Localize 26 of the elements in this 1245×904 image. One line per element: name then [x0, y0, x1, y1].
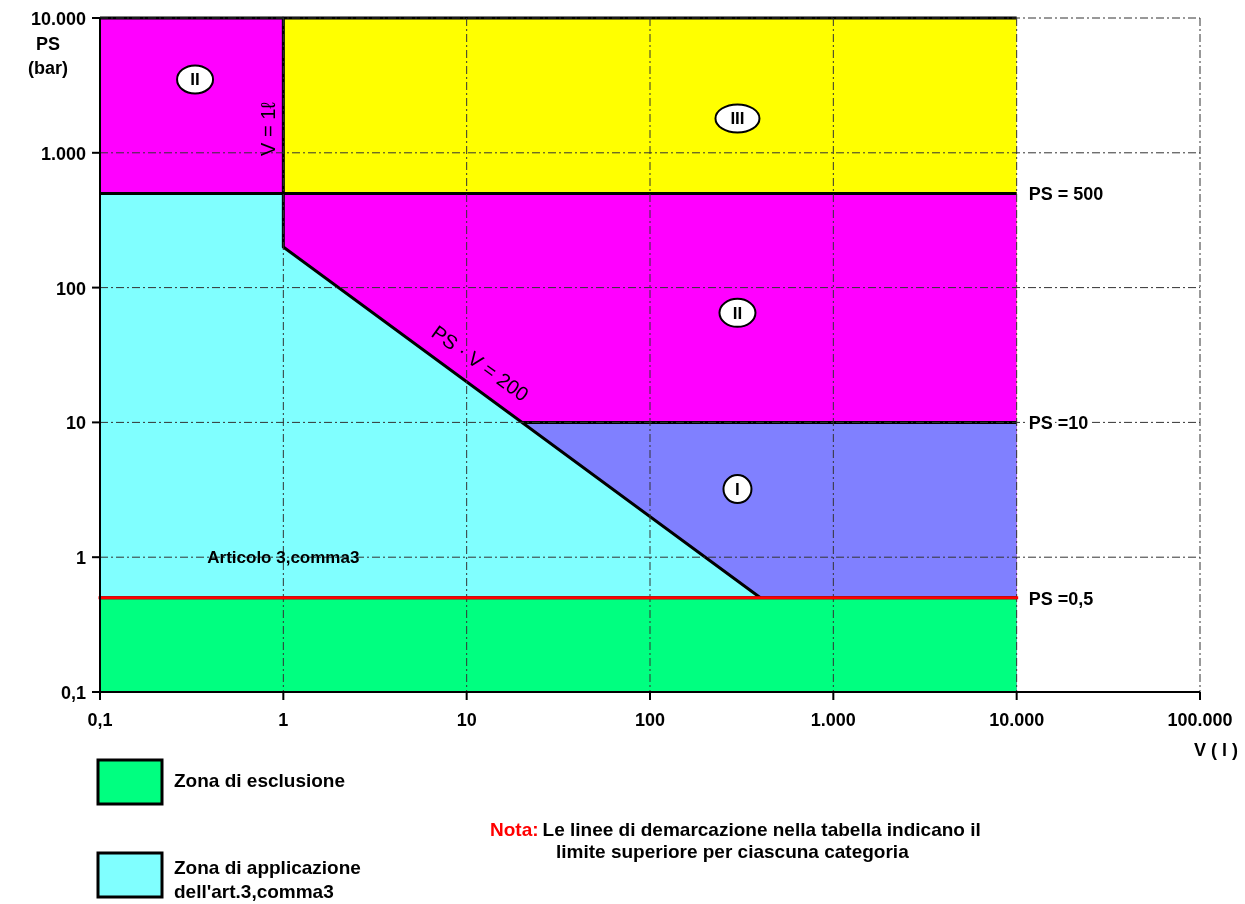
x-tick-label: 10 [456, 710, 477, 730]
x-tick-label: 10.000 [989, 710, 1045, 730]
annotation: V = 1ℓ [257, 101, 280, 156]
annotation: PS = 500 [1028, 184, 1104, 205]
x-axis-title: V ( l ) [1194, 740, 1238, 760]
y-tick-label: 100 [55, 278, 86, 299]
x-tick-label: 100 [634, 710, 666, 730]
annotation: PS =0,5 [1028, 588, 1094, 609]
annotation: II [732, 303, 743, 323]
legend-label: Zona di esclusione [174, 770, 346, 791]
y-tick-label: 10 [65, 413, 86, 434]
y-axis-title: PS (bar) [28, 34, 68, 78]
y-tick-label: 0,1 [60, 683, 86, 703]
legend-label: Zona di applicazione dell'art.3,comma3 [174, 857, 361, 902]
text: Nota: Le linee di demarcazione nella tabella indicano il limite superiore per ciascuna categoria [490, 819, 981, 862]
x-tick-label: 100.000 [1167, 710, 1233, 730]
x-tick-label: 1 [278, 710, 289, 730]
y-tick-label: 10.000 [30, 9, 86, 29]
annotation: II [190, 70, 200, 90]
annotation: I [735, 480, 740, 500]
annotation: III [730, 109, 745, 129]
y-tick-label: 1.000 [40, 143, 86, 164]
annotation: PS · V = 200 [427, 320, 533, 406]
x-tick-label: 1.000 [810, 710, 856, 730]
x-tick-label: 0,1 [87, 710, 113, 730]
y-tick-label: 1 [75, 548, 86, 569]
